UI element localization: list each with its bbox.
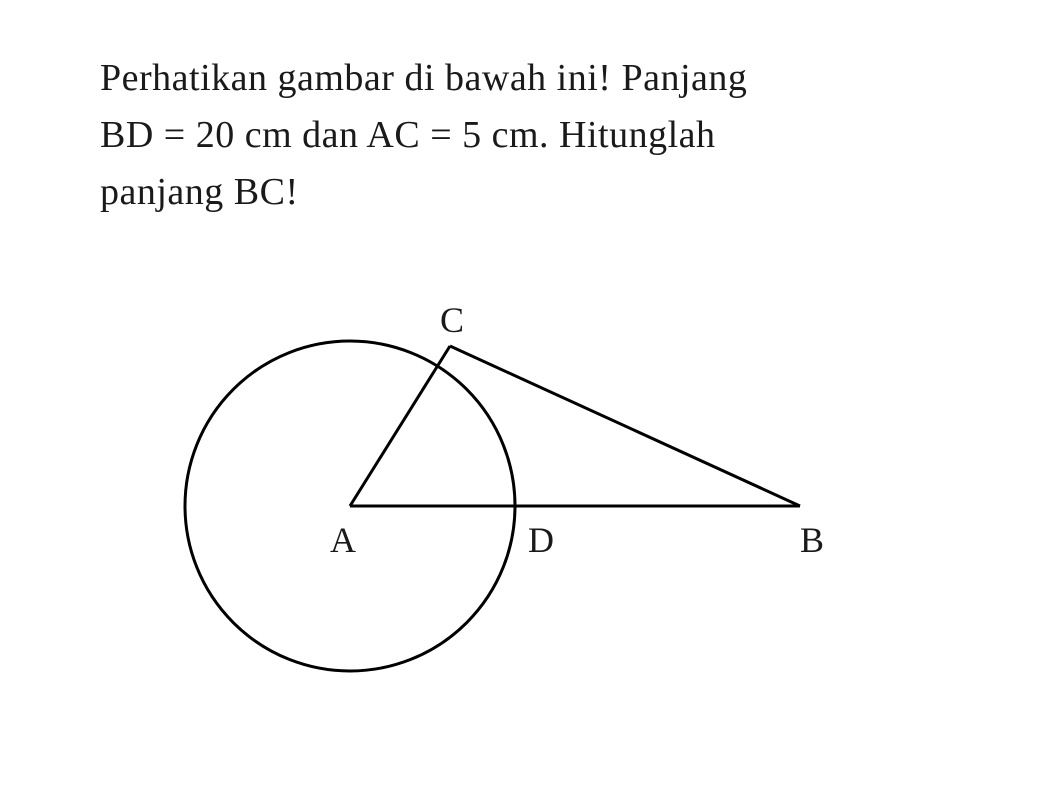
geometry-svg	[100, 241, 920, 701]
content-wrapper: Perhatikan gambar di bawah ini! Panjang …	[100, 50, 920, 701]
geometry-diagram: C A D B	[100, 241, 920, 701]
problem-line-2: BD = 20 cm dan AC = 5 cm. Hitunglah	[100, 114, 716, 156]
problem-line-1: Perhatikan gambar di bawah ini! Panjang	[100, 57, 747, 99]
problem-line-3: panjang BC!	[100, 171, 299, 213]
label-D: D	[528, 519, 554, 561]
line-CB	[450, 346, 800, 506]
line-AC	[350, 346, 450, 506]
label-B: B	[800, 519, 824, 561]
problem-text: Perhatikan gambar di bawah ini! Panjang …	[100, 50, 920, 221]
label-A: A	[330, 519, 356, 561]
label-C: C	[440, 299, 464, 341]
